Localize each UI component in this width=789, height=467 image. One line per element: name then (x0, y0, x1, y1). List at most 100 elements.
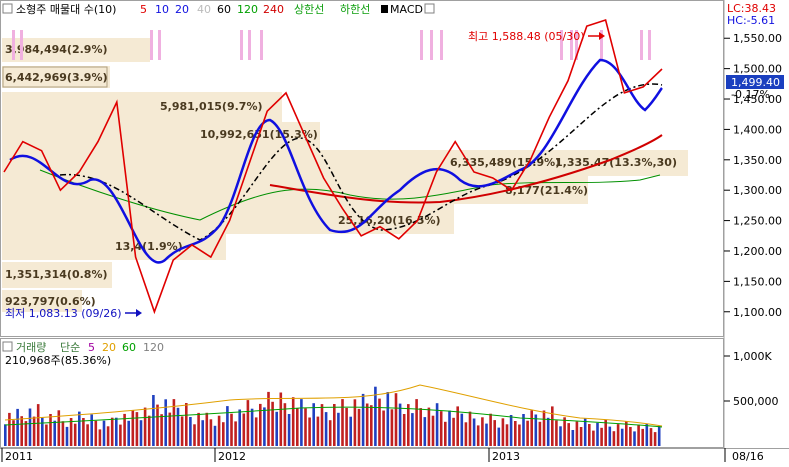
vp-zone (2, 262, 112, 288)
volume-bar (213, 425, 217, 446)
volume-bar (361, 393, 365, 446)
volume-bar (57, 410, 61, 446)
volume-bar (444, 421, 447, 446)
volume-bar (551, 406, 554, 446)
volume-bar (431, 415, 435, 446)
volume-collapse-icon[interactable] (2, 341, 13, 352)
volume-bar (394, 393, 398, 446)
vp-label: 1,351,314(0.8%) (5, 268, 108, 281)
volume-bar (505, 424, 509, 446)
ma-period-60: 60 (217, 3, 231, 16)
volume-bar (4, 424, 7, 446)
vp-label: 923,797(0.6%) (5, 295, 96, 308)
volume-bar (246, 400, 250, 446)
volume-bar (160, 414, 163, 446)
volume-bar (439, 411, 443, 446)
volume-bar (493, 420, 496, 446)
volume-bar (653, 432, 657, 446)
vp-zone (2, 92, 282, 122)
volume-bar (106, 426, 110, 446)
volume-ma-60-line (4, 406, 663, 428)
chart-title: 소형주 매물대 수(10) (16, 3, 116, 16)
pink-spike (575, 30, 578, 60)
volume-bar (234, 421, 237, 446)
volume-bar (139, 420, 143, 446)
high-label: 최고 1,588.48 (05/30) (468, 30, 585, 43)
pink-spike (20, 30, 23, 60)
volume-bar (563, 417, 566, 446)
volume-profile-labels: 3,984,494(2.9%) 6,442,969(3.9%) 5,981,01… (5, 43, 677, 308)
volume-bar (94, 420, 98, 446)
volume-bar (657, 425, 661, 446)
vp-label: 3,984,494(2.9%) (5, 43, 108, 56)
x-tick-label: 08/16 (732, 450, 764, 463)
current-price: 1,499.40 (731, 76, 780, 89)
volume-bar (641, 428, 644, 446)
hc-value: HC:-5.61 (727, 14, 775, 27)
price-tick-label: 1,300.00 (733, 184, 782, 197)
volume-bar (123, 413, 126, 446)
pink-spike (430, 30, 433, 60)
volume-bar (645, 424, 649, 446)
settings-icon[interactable] (424, 3, 435, 14)
volume-bar (201, 420, 204, 446)
volume-bar (542, 410, 546, 446)
volume-bar (353, 399, 357, 446)
volume-bar (156, 404, 159, 446)
volume-bar (185, 403, 188, 446)
volume-bar (164, 399, 167, 446)
volume-bar (534, 414, 538, 446)
vp-label: 8,177(21.4%) (505, 184, 588, 197)
lc-value: LC:38.43 (727, 2, 776, 15)
pink-spike (248, 30, 251, 60)
volume-bar (579, 427, 583, 446)
volume-bar (209, 419, 213, 446)
volume-bar (468, 411, 472, 446)
volume-bar (73, 423, 77, 446)
x-tick-label: 2013 (492, 450, 520, 463)
volume-bar (102, 420, 106, 446)
volume-bar (559, 426, 562, 446)
volume-bar (296, 408, 299, 446)
volume-bar (320, 404, 324, 446)
volume-bar (291, 397, 295, 446)
volume-bar (279, 392, 283, 446)
volume-y-axis: 1,000K 500,000 (724, 350, 779, 408)
x-tick-label: 2012 (218, 450, 246, 463)
vp-zone (2, 66, 110, 88)
volume-bar (16, 408, 19, 446)
volume-bar (546, 417, 550, 446)
current-price-box (726, 75, 784, 89)
volume-bar (620, 428, 624, 446)
volume-bar (345, 407, 348, 446)
volume-bar (263, 407, 266, 446)
low-label: 최저 1,083.13 (09/26) (5, 307, 122, 320)
price-line (3, 18, 663, 315)
vol-ma-period-20: 20 (102, 341, 116, 354)
volume-bar (254, 417, 258, 446)
pink-spike (440, 30, 443, 60)
ma-240-line (269, 134, 663, 204)
volume-bar (357, 408, 361, 446)
volume-bar (349, 416, 352, 446)
vol-ma-period-120: 120 (143, 341, 164, 354)
collapse-icon[interactable] (2, 3, 13, 14)
volume-bar (382, 410, 385, 446)
volume-bar (119, 424, 122, 446)
volume-bar (49, 414, 52, 446)
volume-bar (152, 395, 155, 446)
volume-bar (407, 404, 410, 446)
volume-bar (205, 412, 209, 446)
volume-bar (328, 420, 332, 446)
vp-zone (2, 290, 82, 312)
volume-bar (509, 415, 513, 446)
volume-bar (501, 418, 505, 446)
vp-label: 6,442,969(3.9%) (5, 71, 108, 84)
volume-bar (448, 410, 451, 446)
vp-zone (2, 38, 150, 62)
x-tick-label: 2011 (5, 450, 33, 463)
volume-bar (489, 413, 492, 446)
pink-spike (648, 30, 651, 60)
macd-swatch-icon (381, 5, 388, 13)
